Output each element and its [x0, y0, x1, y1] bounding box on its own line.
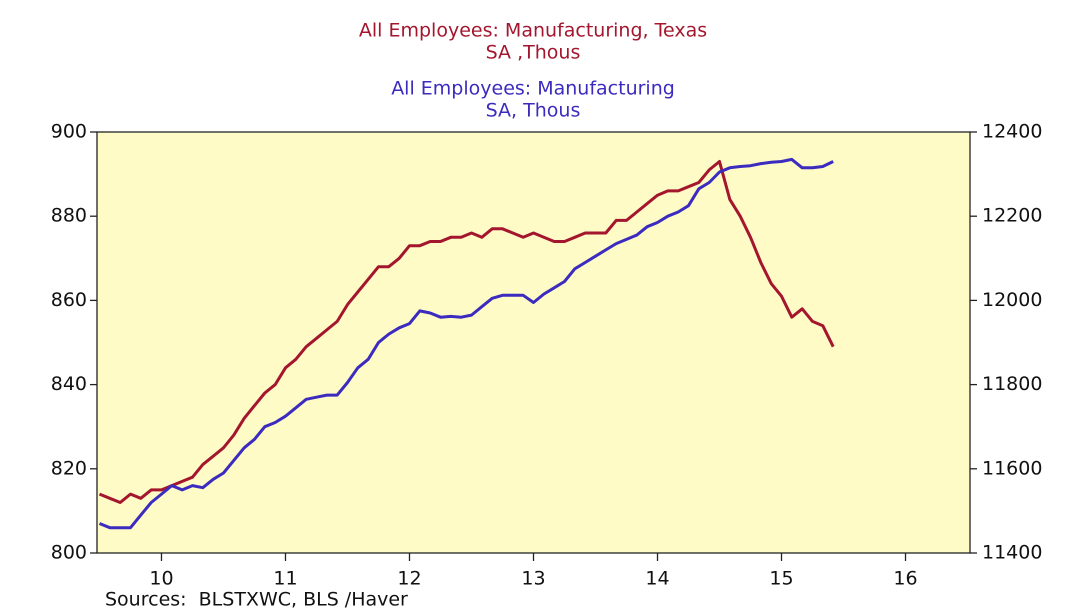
series-unit: SA ,Thous: [486, 42, 581, 64]
series-title: All Employees: Manufacturing, Texas: [359, 20, 707, 42]
y2-tick-label: 12200: [982, 205, 1042, 227]
series-line: [98, 157, 834, 530]
y-tick-label: 820: [51, 457, 87, 479]
y2-tick-label: 11600: [982, 457, 1042, 479]
x-tick-label: 12: [397, 568, 421, 590]
y-tick-label: 900: [51, 121, 87, 143]
y2-tick-label: 12000: [982, 289, 1042, 311]
series-unit: SA, Thous: [486, 100, 581, 122]
x-tick-label: 13: [521, 568, 545, 590]
plot-area: [96, 131, 971, 554]
y2-tick-label: 12400: [982, 121, 1042, 143]
x-tick-label: 15: [769, 568, 793, 590]
series-line: [98, 160, 835, 504]
y-tick-label: 860: [51, 289, 87, 311]
y-tick-label: 800: [51, 542, 87, 564]
x-tick-label: 16: [893, 568, 917, 590]
x-tick-label: 11: [273, 568, 297, 590]
source: Sources: BLSTXWC, BLS /Haver: [105, 589, 408, 611]
x-tick-label: 14: [645, 568, 669, 590]
y-tick-label: 840: [51, 373, 87, 395]
y2-tick-label: 11400: [982, 542, 1042, 564]
x-tick-label: 10: [149, 568, 173, 590]
y-tick-label: 880: [51, 205, 87, 227]
series-title: All Employees: Manufacturing: [391, 78, 675, 100]
y2-tick-label: 11800: [982, 373, 1042, 395]
